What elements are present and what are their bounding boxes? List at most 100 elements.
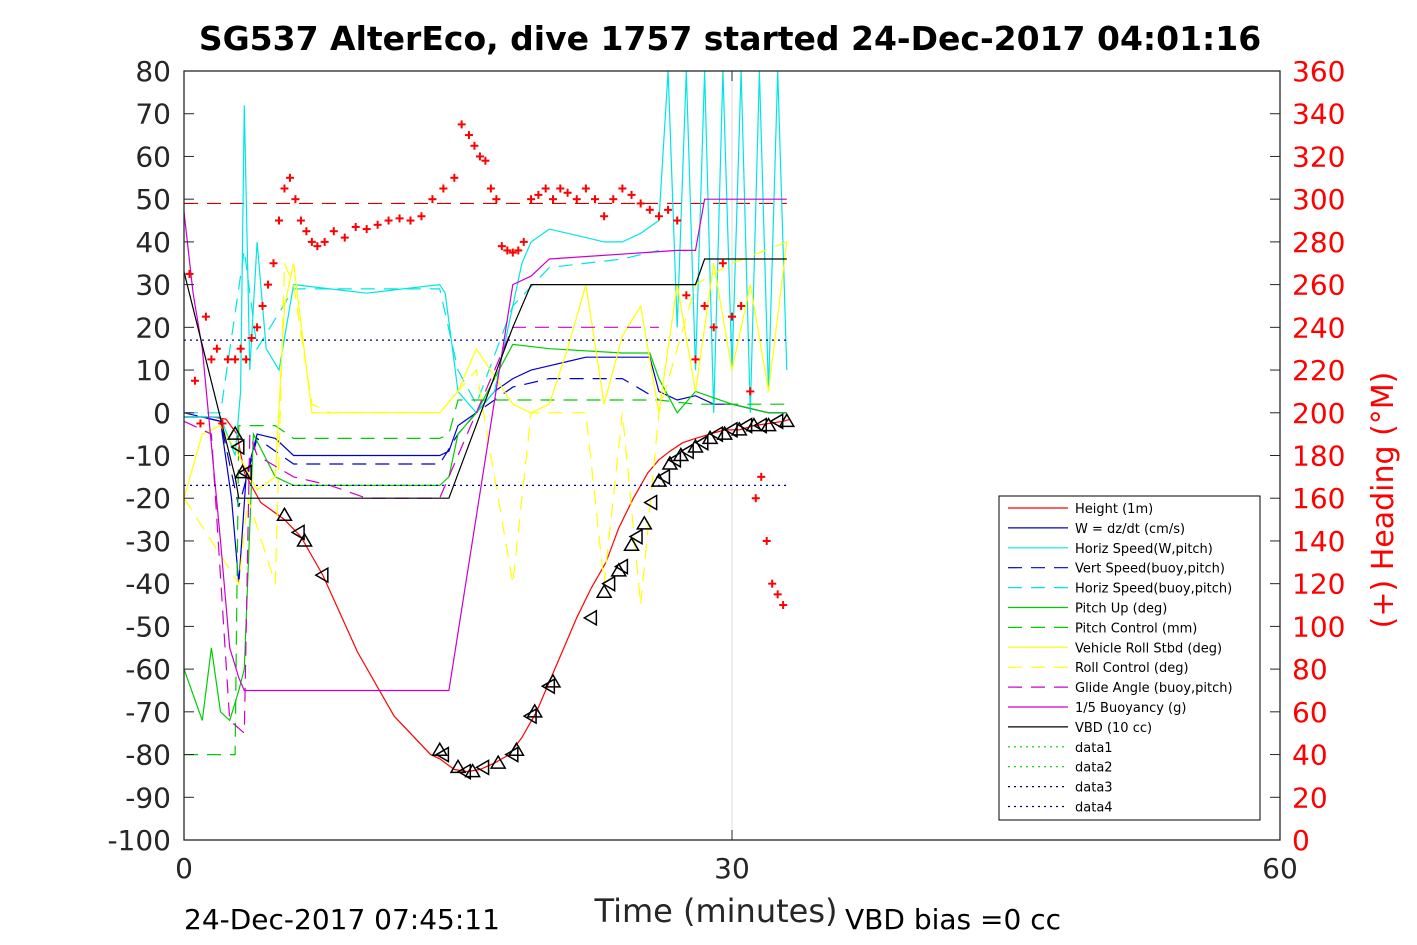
heading-layer [185,120,788,610]
heading-point [212,344,221,353]
heading-point [757,472,766,481]
heading-point [609,195,618,204]
y2-tick-label: 160 [1292,482,1345,515]
y-tick-label: 10 [135,354,171,387]
heading-point [291,195,300,204]
y-tick-label: 50 [135,183,171,216]
depth-marker [623,536,640,551]
heading-point [654,212,663,221]
y-tick-label: 40 [135,226,171,259]
y2-tick-label: 60 [1292,696,1328,729]
legend-label: W = dz/dt (cm/s) [1075,522,1185,537]
series-1-5-buoyancy-g [184,198,787,692]
depth-marker [731,421,748,436]
legend-box [998,495,1261,821]
heading-point [746,387,755,396]
heading-point [307,237,316,246]
y-tick-label: 30 [135,269,171,302]
depth-marker [464,763,481,778]
heading-point [548,195,557,204]
heading-point [313,242,322,251]
heading-point [519,237,528,246]
heading-point [269,259,278,268]
heading-point [718,259,727,268]
footer-timestamp: 24-Dec-2017 07:45:11 [184,903,500,936]
y-tick-label: 0 [153,397,171,430]
legend-label: 1/5 Buoyancy (g) [1075,701,1186,716]
depth-marker [601,575,616,592]
heading-point [373,220,382,229]
y2-tick-label: 240 [1292,311,1345,344]
heading-point [737,301,746,310]
legend-label: Pitch Up (deg) [1075,602,1167,617]
heading-point [464,131,473,140]
heading-point [185,269,194,278]
heading-point [773,590,782,599]
y2-tick-label: 120 [1292,568,1345,601]
depth-marker [687,438,704,453]
heading-point [779,601,788,610]
series-pitch-up-deg [184,343,787,722]
depth-marker [234,464,251,479]
depth-marker [628,528,643,545]
heading-point [395,214,404,223]
heading-point [481,156,490,165]
depth-marker [752,417,767,434]
depth-marker [672,447,690,462]
heading-point [190,376,199,385]
series-pitch-control-mm [184,399,787,756]
legend-label: Vehicle Roll Stbd (deg) [1075,641,1222,656]
heading-point [223,355,232,364]
y2-tick-label: 20 [1292,781,1328,814]
legend-label: data3 [1075,781,1113,796]
heading-point [470,141,479,150]
heading-point [673,216,682,225]
legend-label: Height (1m) [1075,502,1153,517]
series-horiz-speed-buoy-pitch [184,249,660,414]
heading-point [600,212,609,221]
series-layer [184,71,791,773]
depth-marker [290,524,305,541]
depth-marker [449,758,467,774]
heading-point [247,334,256,343]
y2-tick-label: 280 [1292,226,1345,259]
heading-point [508,248,517,257]
heading-point [514,246,523,255]
y-tick-label: -90 [125,781,171,814]
heading-point [242,355,251,364]
heading-point [253,323,262,332]
tick-marks [183,70,1281,841]
heading-point [534,190,543,199]
depth-marker [431,741,449,757]
heading-point [340,233,349,242]
depth-marker [760,417,777,432]
heading-point [709,323,718,332]
heading-point [285,173,294,182]
heading-point [457,120,466,129]
heading-point [450,173,459,182]
heading-point [572,195,581,204]
depth-marker [526,703,544,718]
depth-marker [456,763,472,780]
series-vert-speed-buoy-pitch [184,378,660,507]
y2-tick-label: 180 [1292,440,1345,473]
depth-marker [544,673,562,688]
series-vehicle-roll-stbd-deg [184,241,788,499]
depth-marker [643,494,658,511]
series-w-dz-dt-cm-s [184,356,787,584]
heading-point [627,190,636,199]
depth-marker [475,759,490,776]
y2-tick-label: 140 [1292,525,1345,558]
heading-point [274,216,283,225]
x-tick-label: 30 [714,852,750,885]
heading-point [362,225,371,234]
x-tick-label: 0 [175,852,193,885]
heading-point [320,237,329,246]
heading-point [645,205,654,214]
y2-tick-label: 220 [1292,354,1345,387]
heading-point [264,280,273,289]
y-tick-label: -70 [125,696,171,729]
legend-label: data4 [1075,801,1113,816]
y2-tick-label: 340 [1292,98,1345,131]
y-tick-label: -60 [125,653,171,686]
